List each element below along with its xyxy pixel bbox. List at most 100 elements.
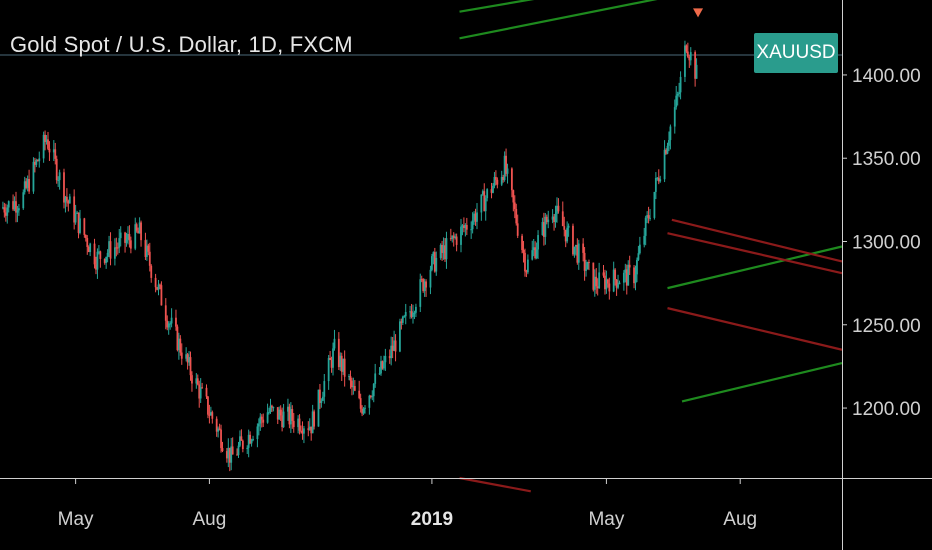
candle[interactable] xyxy=(617,274,619,290)
candle[interactable] xyxy=(522,240,525,263)
candle[interactable] xyxy=(585,259,587,277)
candle[interactable] xyxy=(18,204,20,216)
candle[interactable] xyxy=(241,439,244,453)
candle[interactable] xyxy=(470,221,473,239)
resistance-trendline[interactable] xyxy=(667,307,843,351)
candle[interactable] xyxy=(54,142,57,165)
candle[interactable] xyxy=(199,378,202,404)
candle[interactable] xyxy=(292,412,295,433)
candle[interactable] xyxy=(384,348,387,371)
candle[interactable] xyxy=(351,377,353,396)
candle[interactable] xyxy=(35,158,38,168)
candle[interactable] xyxy=(352,377,355,395)
candle[interactable] xyxy=(250,438,253,447)
candle[interactable] xyxy=(45,134,48,145)
candle[interactable] xyxy=(659,175,662,183)
candle[interactable] xyxy=(649,208,651,221)
candle[interactable] xyxy=(465,217,468,236)
candle[interactable] xyxy=(403,314,406,318)
candle[interactable] xyxy=(164,298,167,330)
candle[interactable] xyxy=(586,261,589,270)
candle[interactable] xyxy=(128,225,131,248)
symbol-price-badge[interactable]: XAUUSD xyxy=(754,33,838,73)
candle[interactable] xyxy=(118,228,121,254)
candle[interactable] xyxy=(606,278,609,288)
candle[interactable] xyxy=(480,194,483,221)
candle[interactable] xyxy=(604,269,606,295)
candle[interactable] xyxy=(625,264,628,295)
candle[interactable] xyxy=(310,426,313,441)
candle[interactable] xyxy=(166,315,169,331)
candle[interactable] xyxy=(150,264,153,283)
candle[interactable] xyxy=(643,227,646,248)
candle[interactable] xyxy=(454,233,457,240)
candle[interactable] xyxy=(449,228,452,241)
candle[interactable] xyxy=(32,157,35,194)
candle[interactable] xyxy=(598,262,601,290)
candle[interactable] xyxy=(493,172,496,189)
candle[interactable] xyxy=(237,441,240,458)
candle[interactable] xyxy=(532,238,535,257)
candle[interactable] xyxy=(157,279,160,296)
candle[interactable] xyxy=(547,210,550,229)
candle[interactable] xyxy=(513,195,516,219)
candle[interactable] xyxy=(135,222,138,233)
candle[interactable] xyxy=(400,318,403,330)
candle[interactable] xyxy=(307,421,310,437)
candle[interactable] xyxy=(608,277,611,300)
candle[interactable] xyxy=(342,358,345,375)
candle[interactable] xyxy=(89,242,92,257)
candle[interactable] xyxy=(349,370,352,389)
candle[interactable] xyxy=(38,151,41,168)
candle[interactable] xyxy=(537,230,539,259)
candle[interactable] xyxy=(636,257,638,283)
candle[interactable] xyxy=(147,243,150,256)
candle[interactable] xyxy=(646,211,649,224)
candle[interactable] xyxy=(42,131,45,163)
candle[interactable] xyxy=(148,242,151,272)
candle[interactable] xyxy=(556,197,558,223)
candle[interactable] xyxy=(573,246,576,258)
candle[interactable] xyxy=(422,278,425,293)
candle[interactable] xyxy=(572,223,574,256)
support-trendline[interactable] xyxy=(459,0,828,40)
candle[interactable] xyxy=(236,448,238,456)
candle[interactable] xyxy=(211,410,214,424)
candle[interactable] xyxy=(83,217,86,238)
candle[interactable] xyxy=(231,437,234,455)
candle[interactable] xyxy=(63,168,65,209)
candle[interactable] xyxy=(685,44,688,54)
candle[interactable] xyxy=(218,423,221,431)
candle[interactable] xyxy=(23,176,26,195)
candle[interactable] xyxy=(502,174,505,183)
candle[interactable] xyxy=(240,429,243,441)
candle[interactable] xyxy=(492,183,494,194)
resistance-trendline[interactable] xyxy=(671,218,843,263)
candle[interactable] xyxy=(239,430,241,448)
candle[interactable] xyxy=(225,448,228,463)
candle[interactable] xyxy=(577,239,580,270)
candle[interactable] xyxy=(359,393,362,413)
candle[interactable] xyxy=(144,232,147,260)
candle[interactable] xyxy=(188,351,190,366)
candle[interactable] xyxy=(57,176,60,187)
candle[interactable] xyxy=(445,231,448,269)
candle[interactable] xyxy=(217,426,220,438)
candle[interactable] xyxy=(455,233,458,252)
candle[interactable] xyxy=(534,241,537,260)
candle[interactable] xyxy=(689,47,692,66)
candle[interactable] xyxy=(177,332,180,360)
candle[interactable] xyxy=(116,242,119,255)
candle[interactable] xyxy=(268,407,270,415)
candle[interactable] xyxy=(483,183,486,212)
candle[interactable] xyxy=(303,425,305,444)
candle[interactable] xyxy=(595,268,598,294)
candle[interactable] xyxy=(105,256,108,269)
candle[interactable] xyxy=(627,260,630,286)
candle[interactable] xyxy=(679,71,682,100)
candle[interactable] xyxy=(159,283,161,290)
support-trendline[interactable] xyxy=(681,362,843,403)
candle[interactable] xyxy=(372,383,375,403)
candle[interactable] xyxy=(321,391,324,402)
candle[interactable] xyxy=(252,435,254,442)
